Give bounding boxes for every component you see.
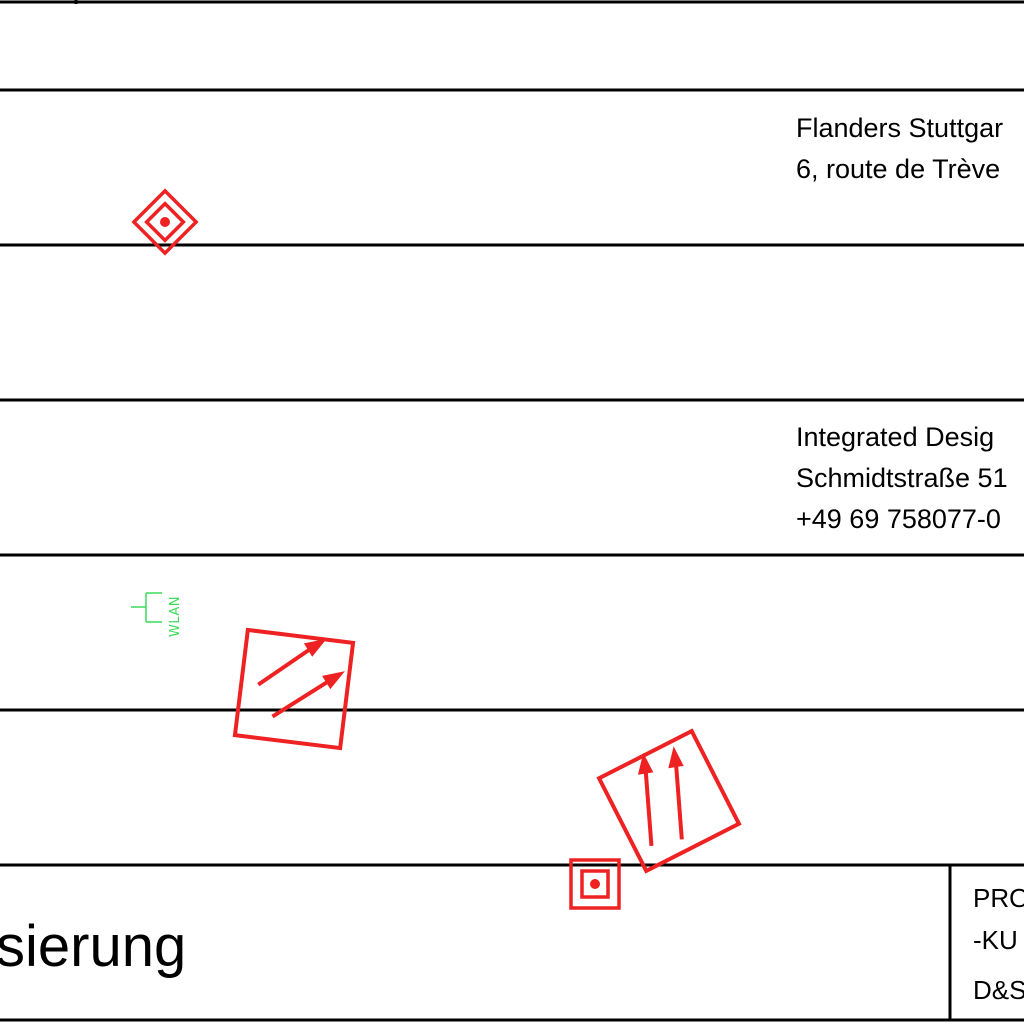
project-label: PRO xyxy=(973,883,1024,913)
smoke-detector-icon-2 xyxy=(569,858,621,910)
company-address-1: 6, route de Trève xyxy=(796,154,1000,184)
company-name-2: Integrated Desig xyxy=(796,422,994,452)
wlan-access-point-icon xyxy=(131,592,162,623)
escape-route-arrow-icon xyxy=(232,627,356,751)
company-phone-2: +49 69 758077-0 xyxy=(796,504,1001,534)
company-name-1: Flanders Stuttgar xyxy=(796,113,1003,143)
escape-route-arrow-icon-2 xyxy=(596,728,742,874)
company-address-2: Schmidtstraße 51 xyxy=(796,463,1008,493)
wlan-label: WLAN xyxy=(168,596,183,637)
designer-label: D&S xyxy=(973,975,1024,1005)
client-label: -KU xyxy=(973,925,1018,955)
smoke-detector-icon xyxy=(131,188,199,256)
drawing-title: sierung xyxy=(0,914,186,979)
